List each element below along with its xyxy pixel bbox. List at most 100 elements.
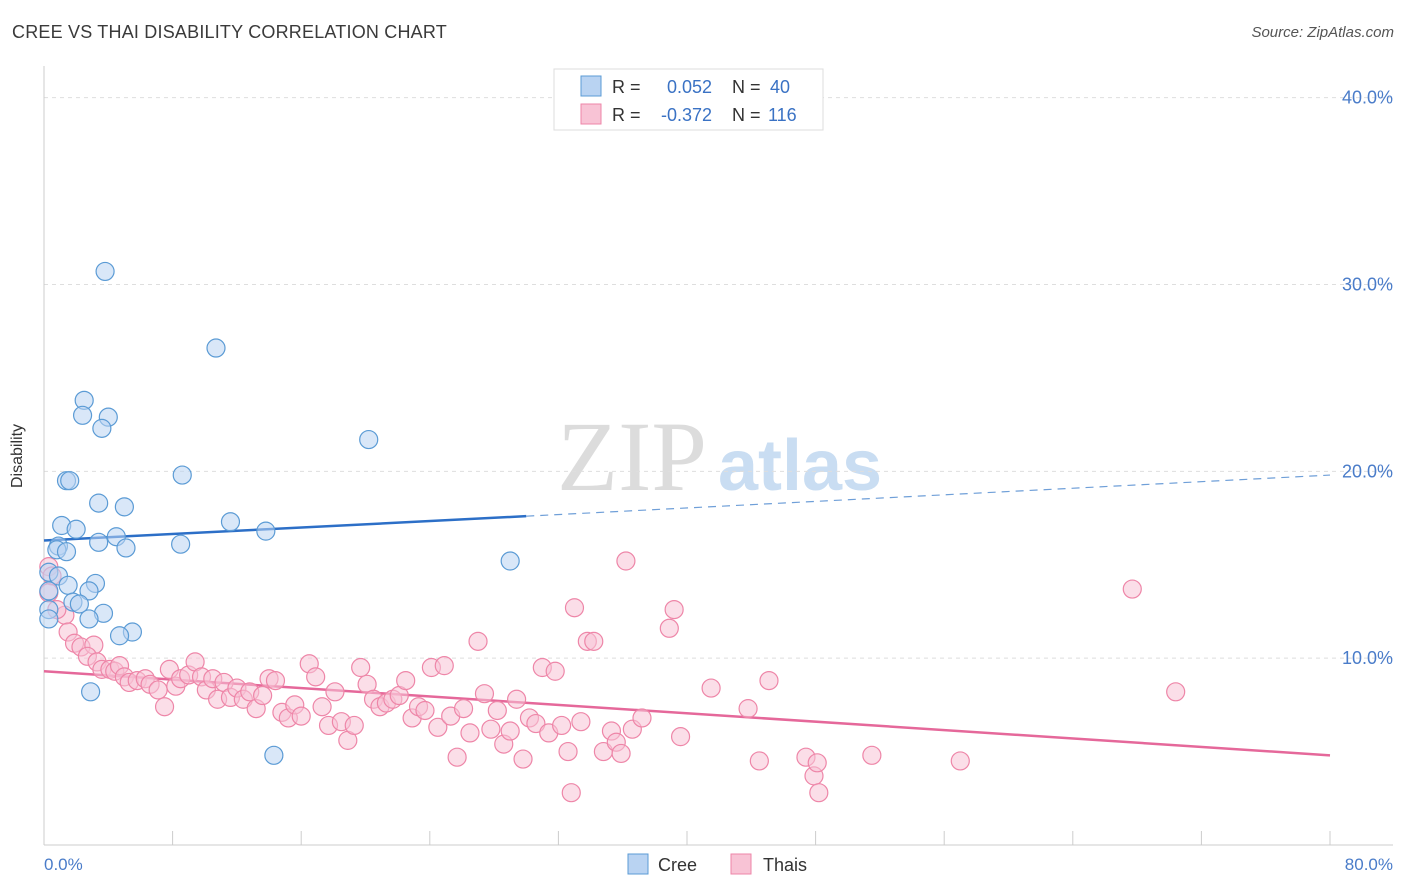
point-thais (487, 700, 507, 721)
point-thais (670, 727, 691, 747)
chart-source: Source: ZipAtlas.com (1251, 24, 1394, 41)
legend-n-value: 40 (770, 77, 790, 97)
point-thais (481, 719, 501, 739)
legend-swatch-thais (580, 103, 602, 125)
point-cree (95, 261, 115, 282)
point-thais (1122, 579, 1142, 599)
bottom-legend-swatch-cree (627, 853, 649, 875)
y-tick-label: 30.0% (1342, 275, 1393, 295)
legend-r-value: -0.372 (661, 105, 712, 125)
point-cree (92, 418, 112, 438)
point-cree (264, 745, 284, 765)
point-thais (428, 717, 448, 737)
bottom-legend-label-thais: Thais (763, 855, 807, 875)
x-tick-label-min: 0.0% (44, 855, 83, 874)
point-cree (66, 519, 86, 539)
point-cree (81, 682, 101, 702)
chart-title: CREE VS THAI DISABILITY CORRELATION CHAR… (12, 22, 447, 42)
point-thais (344, 715, 364, 736)
point-thais (396, 670, 416, 691)
point-thais (312, 697, 332, 717)
legend-n-label: N = (732, 77, 761, 97)
y-axis-label: Disability (9, 424, 26, 488)
point-thais (950, 751, 970, 771)
point-cree (109, 626, 130, 646)
point-cree (56, 542, 77, 562)
point-cree (39, 581, 59, 601)
gridlines (44, 97, 1393, 659)
point-cree (256, 521, 276, 541)
point-cree (69, 594, 89, 614)
point-thais (552, 715, 572, 736)
point-thais (664, 599, 684, 620)
point-cree (79, 581, 99, 601)
point-thais (584, 631, 604, 651)
watermark-zip: ZIP (557, 401, 707, 512)
point-thais (564, 598, 585, 618)
point-thais (468, 631, 488, 651)
axes (43, 66, 1393, 846)
point-thais (325, 682, 345, 702)
point-thais (513, 749, 533, 769)
point-cree (72, 405, 93, 425)
point-thais (701, 678, 721, 698)
point-thais (500, 721, 520, 741)
point-cree (79, 609, 99, 629)
y-tick-label: 10.0% (1342, 648, 1393, 668)
point-thais (453, 699, 474, 719)
point-thais (154, 697, 175, 717)
point-thais (507, 689, 527, 709)
point-thais (611, 743, 631, 764)
point-thais (265, 670, 286, 691)
trend-line-thais (43, 670, 1331, 757)
bottom-legend-label-cree: Cree (658, 855, 697, 875)
point-cree (206, 338, 226, 358)
point-cree (116, 538, 136, 558)
y-tick-label: 20.0% (1342, 461, 1393, 481)
point-cree (89, 532, 109, 552)
point-cree (359, 429, 379, 450)
point-thais (526, 713, 546, 734)
point-thais (415, 700, 435, 721)
point-thais (809, 783, 829, 803)
point-thais (291, 706, 311, 726)
point-cree (500, 551, 520, 571)
legend-r-label: R = (612, 77, 641, 97)
point-cree (89, 493, 109, 513)
point-thais (659, 618, 679, 638)
point-cree (60, 471, 80, 491)
point-thais (447, 747, 467, 767)
point-cree (171, 534, 191, 554)
y-tick-label: 40.0% (1342, 88, 1393, 108)
point-thais (738, 699, 758, 719)
legend-r-value: 0.052 (667, 77, 712, 97)
legend-n-label: N = (732, 105, 761, 125)
legend-r-label: R = (612, 105, 641, 125)
point-thais (749, 751, 769, 771)
top-legend: R = 0.052 N = 40 R = -0.372 N = 116 (553, 68, 824, 131)
point-cree (114, 497, 134, 517)
point-thais (351, 657, 371, 678)
point-thais (1166, 682, 1186, 702)
point-thais (632, 708, 652, 728)
point-thais (545, 661, 565, 681)
y-tick-labels: 10.0% 20.0% 30.0% 40.0% (1342, 88, 1393, 668)
point-cree (220, 512, 241, 532)
point-thais (561, 783, 581, 803)
data-points (39, 261, 1186, 803)
point-thais (807, 753, 827, 773)
legend-swatch-cree (580, 75, 602, 97)
point-cree (39, 609, 59, 629)
point-thais (571, 712, 591, 732)
point-thais (862, 745, 882, 765)
point-thais (306, 667, 326, 687)
legend-n-value: 116 (768, 105, 797, 125)
point-thais (759, 670, 779, 691)
point-cree (172, 465, 192, 485)
point-cree (58, 575, 78, 595)
point-thais (148, 680, 168, 700)
point-thais (460, 723, 480, 743)
point-thais (434, 656, 454, 676)
point-thais (616, 551, 636, 571)
